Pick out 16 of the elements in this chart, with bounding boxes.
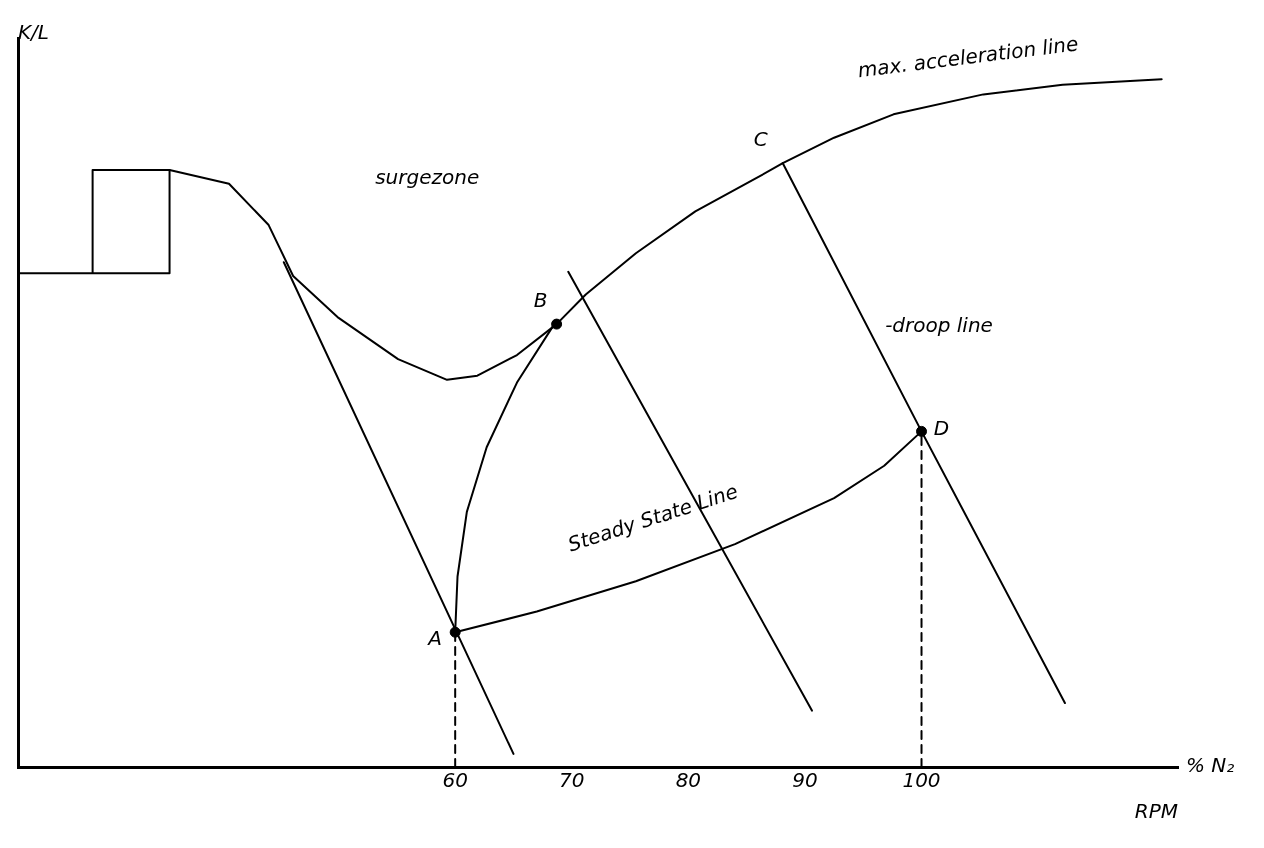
y-axis-title: K/L: [18, 20, 49, 45]
annotation: -droop line: [885, 313, 993, 338]
x-tick-label: 60: [442, 768, 468, 793]
annotation: max. acceleration line: [856, 31, 1080, 83]
annotation: A: [426, 626, 443, 651]
x-tick-label: 80: [675, 768, 702, 793]
annotation: B: [533, 288, 548, 313]
annotation: surgezone: [375, 165, 480, 190]
annotation: C: [753, 127, 768, 152]
x-axis-title: RPM: [1134, 799, 1178, 824]
x-tick-label: 100: [902, 768, 941, 793]
text: % N₂: [1186, 753, 1235, 778]
x-tick-label: 70: [559, 768, 585, 793]
x-tick-label: 90: [792, 768, 818, 793]
annotation: D: [933, 415, 950, 440]
annotation: Steady State Line: [564, 478, 741, 557]
